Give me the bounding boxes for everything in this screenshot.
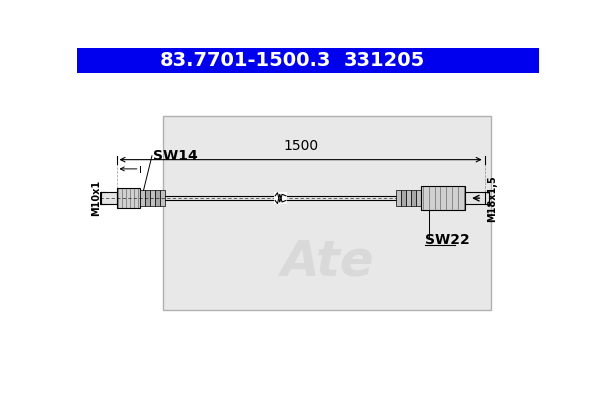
Bar: [401, 190, 406, 206]
Bar: [466, 192, 485, 204]
Bar: [411, 190, 416, 206]
Bar: [274, 192, 287, 204]
Bar: [100, 192, 116, 204]
Text: 83.7701-1500.3: 83.7701-1500.3: [160, 51, 332, 70]
Bar: [140, 190, 145, 206]
Text: SW22: SW22: [425, 234, 470, 248]
Bar: [155, 190, 160, 206]
Bar: [416, 190, 421, 206]
Bar: [163, 116, 491, 310]
Bar: [150, 190, 155, 206]
Bar: [396, 190, 401, 206]
Text: M18x1,5: M18x1,5: [487, 175, 497, 222]
Text: ®: ®: [343, 268, 354, 278]
Bar: [77, 48, 539, 73]
Text: 331205: 331205: [344, 51, 425, 70]
Bar: [421, 186, 466, 210]
Text: 1500: 1500: [283, 140, 318, 154]
Bar: [116, 188, 140, 208]
Text: M10x1: M10x1: [92, 180, 101, 216]
Bar: [145, 190, 150, 206]
Bar: [406, 190, 411, 206]
Bar: [160, 190, 165, 206]
Text: SW14: SW14: [154, 149, 198, 163]
Text: Ate: Ate: [280, 238, 374, 286]
